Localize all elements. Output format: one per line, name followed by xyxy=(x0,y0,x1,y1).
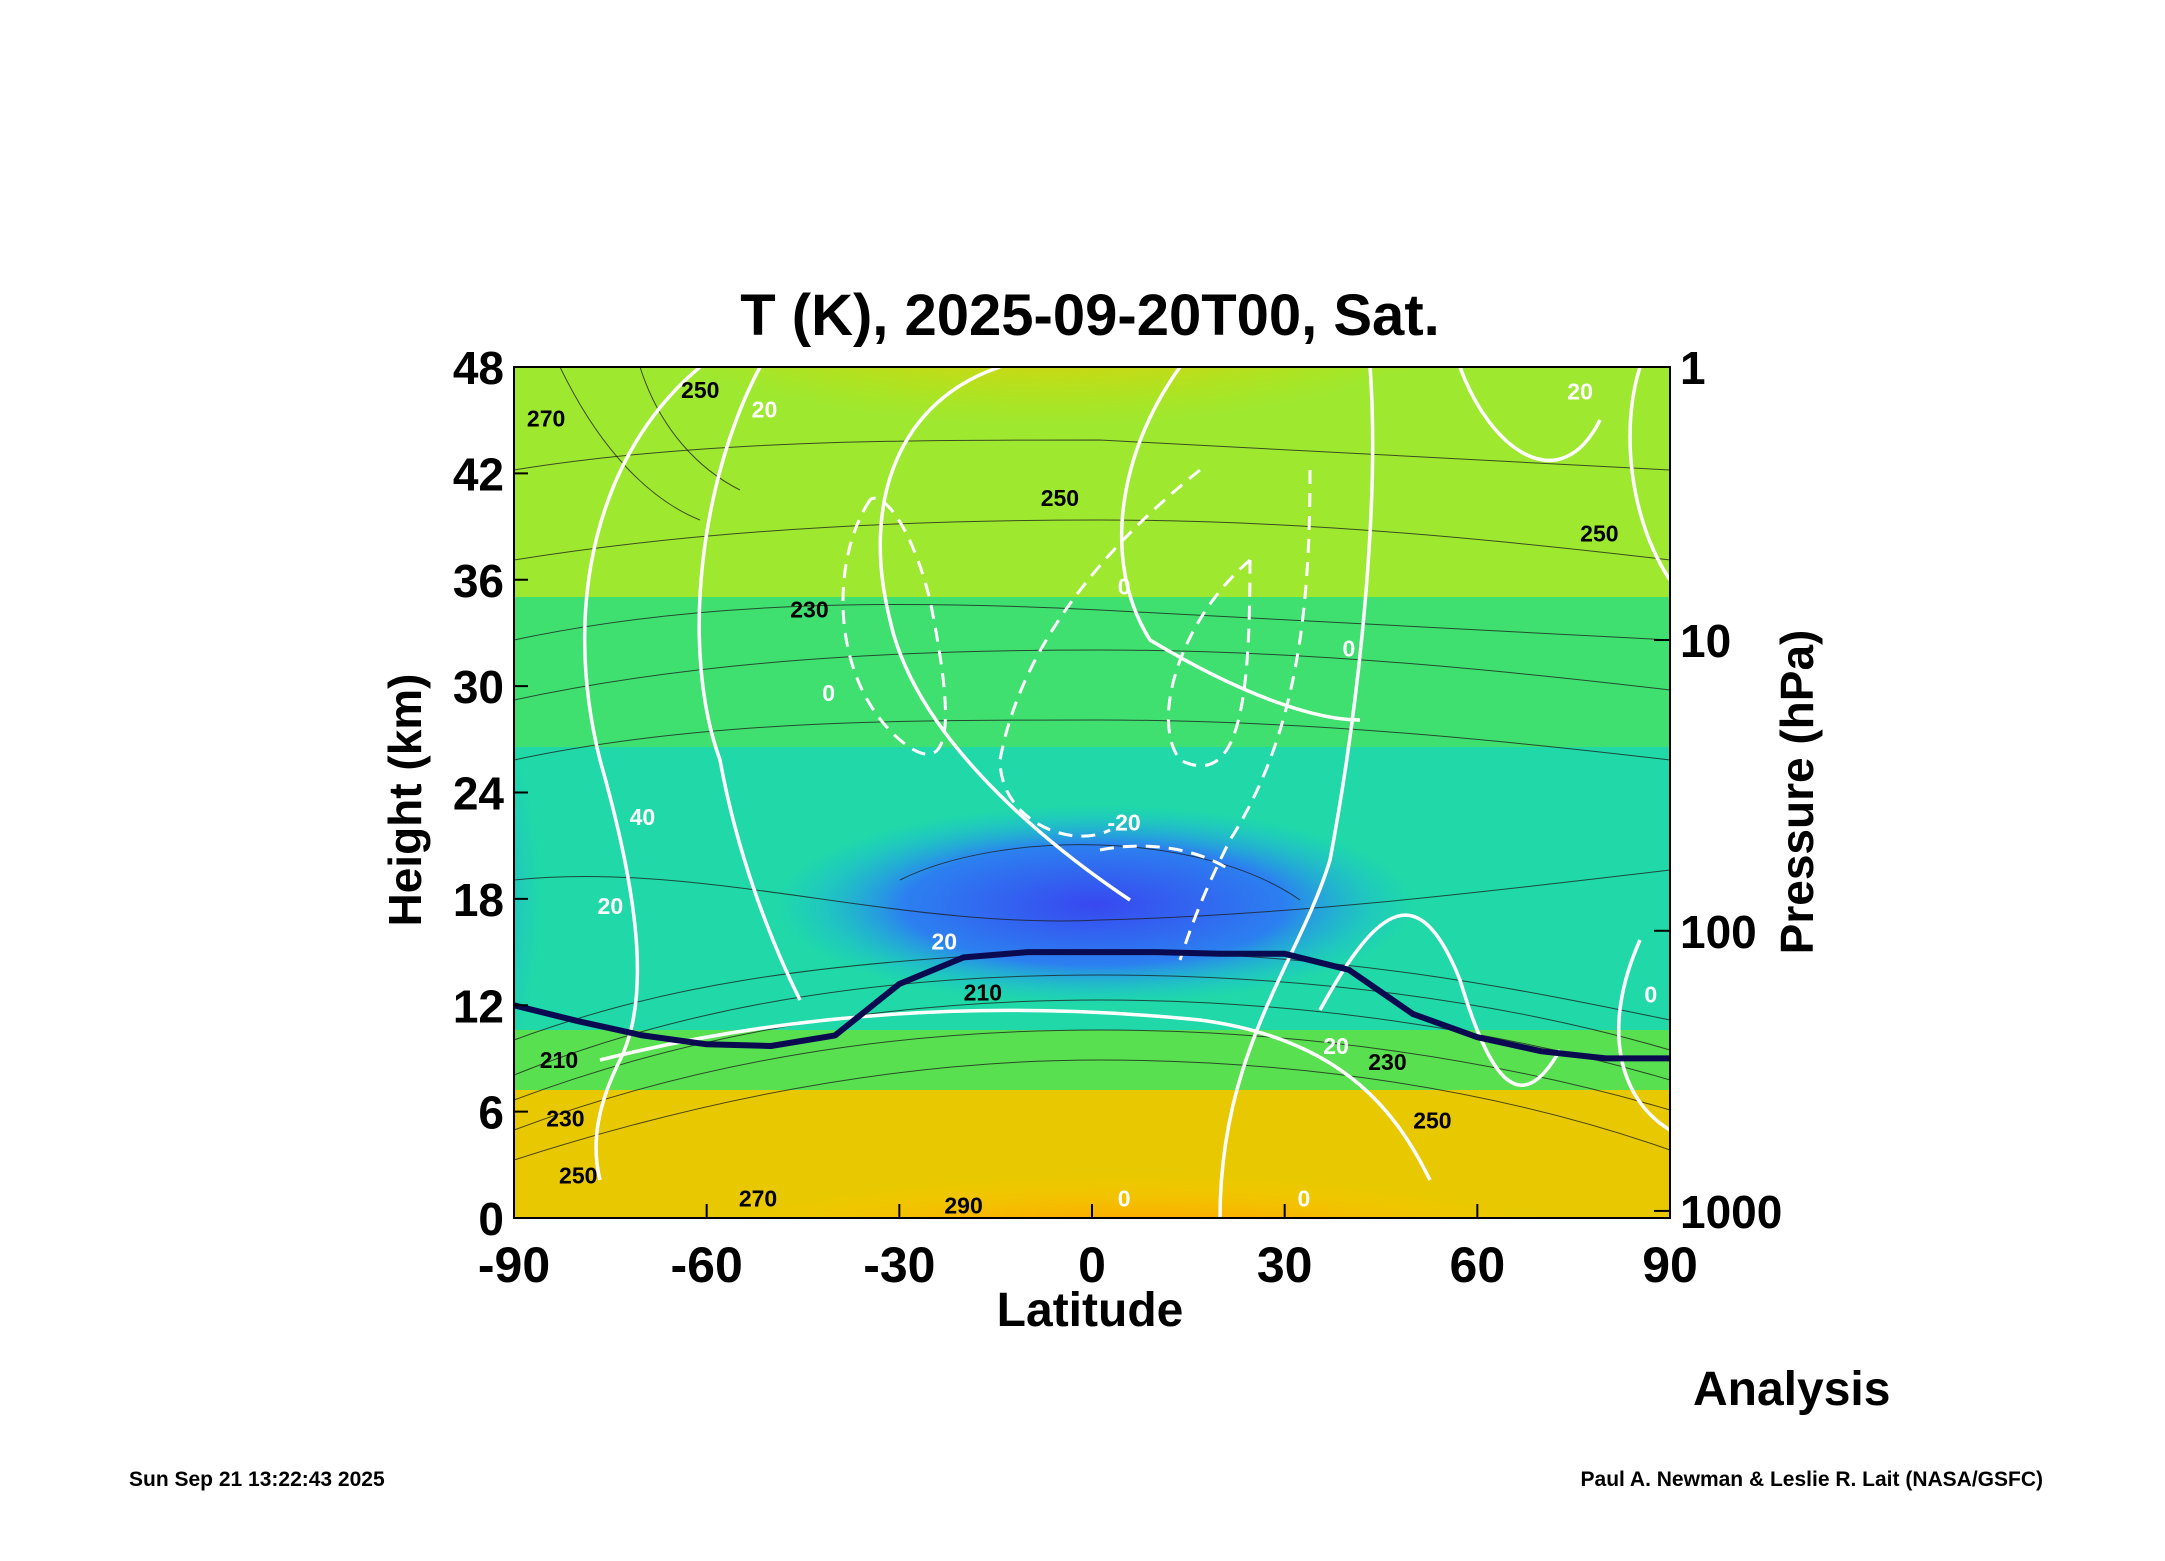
field-warm-surface xyxy=(514,988,1670,1218)
timestamp: Sun Sep 21 13:22:43 2025 xyxy=(129,1468,385,1491)
y-axis-right: 1 10 100 1000 xyxy=(1654,342,1782,1238)
temperature-label: 250 xyxy=(1580,521,1618,547)
y-tick-label: 18 xyxy=(453,874,504,926)
wind-label: 0 xyxy=(1644,981,1657,1007)
wind-contour-line xyxy=(1458,367,1602,463)
wind-label: 0 xyxy=(1342,636,1355,662)
temperature-label: 210 xyxy=(540,1047,578,1073)
wind-label: 0 xyxy=(1118,1185,1131,1211)
wind-label: 40 xyxy=(630,804,656,830)
temperature-label: 270 xyxy=(739,1185,777,1211)
temperature-label: 210 xyxy=(964,980,1002,1006)
y-tick-label: 30 xyxy=(453,661,504,713)
x-tick-label: -30 xyxy=(863,1237,935,1293)
field-warm-stratopause xyxy=(670,367,1430,517)
x-tick-label: 90 xyxy=(1642,1237,1698,1293)
x-tick-label: 60 xyxy=(1450,1237,1506,1293)
temperature-label: 250 xyxy=(1413,1107,1451,1133)
contour-layer xyxy=(514,367,1670,1218)
temperature-label: 230 xyxy=(546,1106,584,1132)
wind-label: 20 xyxy=(752,396,778,422)
isotherm-line xyxy=(514,974,1670,1076)
pressure-tick-label: 1 xyxy=(1680,342,1706,394)
x-tick-label: -60 xyxy=(671,1237,743,1293)
wind-label: 20 xyxy=(931,928,957,954)
y-tick-label: 24 xyxy=(453,768,505,820)
isotherm-line xyxy=(514,869,1670,922)
wind-label: 0 xyxy=(1298,1185,1311,1211)
isotherm-line xyxy=(514,519,1670,561)
isotherm-line xyxy=(514,1059,1670,1161)
x-tick-label: -90 xyxy=(478,1237,550,1293)
wind-contour-line xyxy=(1119,367,1361,722)
credit-line: Paul A. Newman & Leslie R. Lait (NASA/GS… xyxy=(1580,1468,2043,1491)
temperature-label: 270 xyxy=(527,405,565,431)
analysis-tag: Analysis xyxy=(1693,1363,1891,1416)
wind-contour-line xyxy=(599,1008,1432,1181)
x-tick-label: 0 xyxy=(1078,1237,1106,1293)
x-axis: -90 -60 -30 0 30 60 90 xyxy=(478,1204,1698,1293)
temperature-label: 230 xyxy=(1368,1049,1406,1075)
wind-contour-line xyxy=(582,367,702,1181)
field-mid-band xyxy=(514,597,1670,747)
y-tick-label: 0 xyxy=(478,1193,504,1245)
chart-title: T (K), 2025-09-20T00, Sat. xyxy=(740,283,1440,348)
wind-label: 20 xyxy=(598,893,624,919)
y-axis-left: 0 6 12 18 24 30 36 42 48 xyxy=(453,342,528,1245)
wind-label: 20 xyxy=(1567,379,1593,405)
wind-label: 0 xyxy=(822,680,835,706)
y-axis-label-left: Height (km) xyxy=(379,673,431,927)
pressure-tick-label: 100 xyxy=(1680,906,1757,958)
temperature-label: 230 xyxy=(790,597,828,623)
isotherm-line xyxy=(899,844,1301,901)
temperature-label: 250 xyxy=(1041,485,1079,511)
contour-labels: 270 250 250 250 230 210 210 230 230 250 250 270 290 2… xyxy=(527,377,1657,1219)
y-tick-label: 42 xyxy=(453,448,504,500)
wind-label: -20 xyxy=(1107,809,1140,835)
wind-contour-line xyxy=(697,367,802,1001)
y-tick-label: 36 xyxy=(453,555,504,607)
isotherm-line xyxy=(559,367,701,521)
isotherm-line xyxy=(639,367,741,491)
temperature-label: 250 xyxy=(559,1162,597,1188)
wind-contour-dashed xyxy=(1178,469,1312,961)
wind-contour-line xyxy=(1318,913,1562,1087)
y-axis-label-right: Pressure (hPa) xyxy=(1771,629,1823,955)
wind-contour-line xyxy=(878,367,1131,902)
wind-contour-dashed xyxy=(1099,844,1231,872)
wind-contour-line xyxy=(1628,367,1670,581)
pressure-tick-label: 10 xyxy=(1680,615,1731,667)
wind-label: 20 xyxy=(1323,1033,1349,1059)
isotherm-line xyxy=(514,649,1670,701)
pressure-tick-label: 1000 xyxy=(1680,1186,1782,1238)
temperature-label: 250 xyxy=(681,377,719,403)
y-tick-label: 6 xyxy=(478,1087,504,1139)
wind-contour-dashed xyxy=(841,496,947,756)
y-tick-label: 12 xyxy=(453,980,504,1032)
wind-contour-line xyxy=(1218,367,1375,1218)
x-tick-label: 30 xyxy=(1257,1237,1313,1293)
wind-label: 0 xyxy=(1118,574,1131,600)
wind-contour-dashed xyxy=(998,468,1201,838)
isotherm-line xyxy=(514,719,1670,761)
y-tick-label: 48 xyxy=(453,342,504,394)
temperature-label: 290 xyxy=(944,1192,982,1218)
field-warm-polar-top xyxy=(514,367,714,667)
x-axis-label: Latitude xyxy=(996,1284,1184,1337)
tropopause-line xyxy=(514,949,1670,1062)
